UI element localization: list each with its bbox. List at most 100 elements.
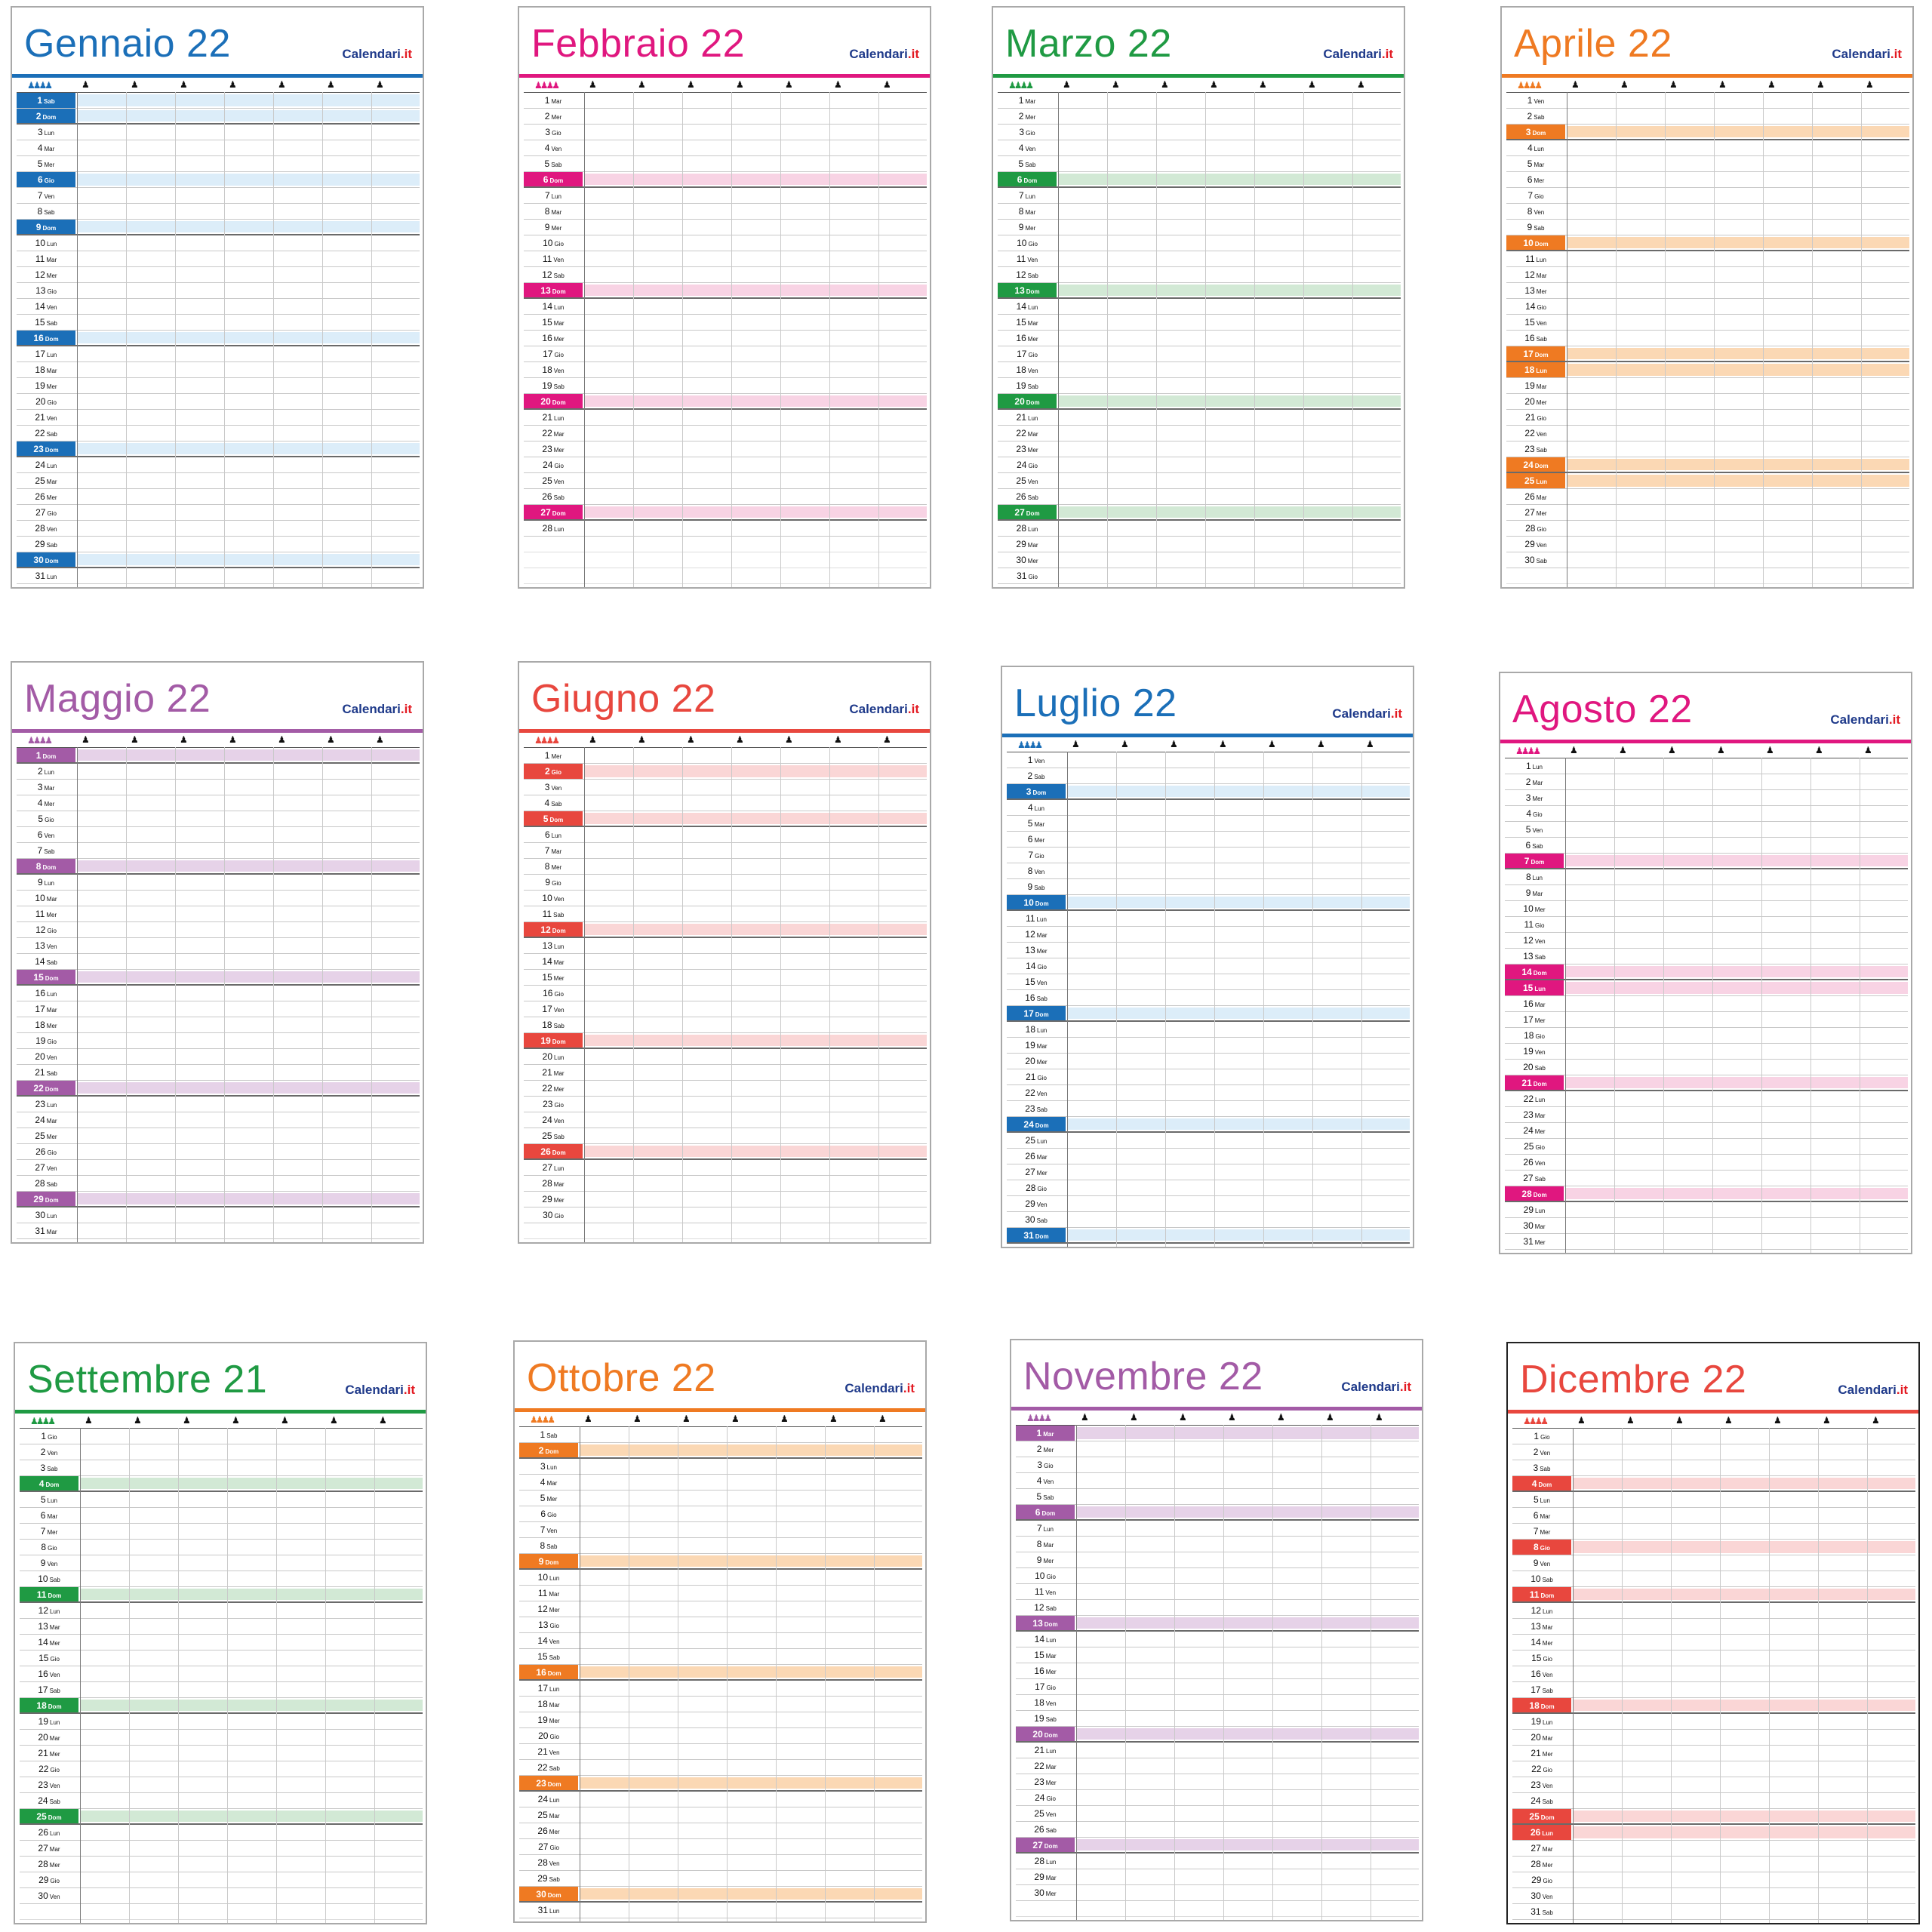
day-row[interactable]: 21 Ven [17, 410, 420, 426]
day-row[interactable]: 24 Sab [20, 1793, 423, 1809]
day-row[interactable]: 9 Ven [1512, 1555, 1915, 1571]
day-row[interactable]: 11 Mar [519, 1586, 922, 1601]
day-row[interactable]: 5 Mar [1007, 816, 1410, 832]
day-row[interactable]: 25 Lun [1007, 1133, 1410, 1149]
day-row[interactable]: 30 Gio [524, 1208, 927, 1223]
day-row[interactable]: 6 Mar [1512, 1508, 1915, 1524]
day-row[interactable]: 28 Sab [17, 1176, 420, 1192]
day-row[interactable]: 13 Lun [524, 938, 927, 954]
day-row[interactable]: 2 Mer [998, 109, 1401, 125]
day-row[interactable]: 11 Sab [524, 906, 927, 922]
day-row[interactable]: 5 Lun [1512, 1492, 1915, 1508]
day-row[interactable]: 28 Lun [524, 521, 927, 537]
day-row[interactable]: 10 Lun [519, 1570, 922, 1586]
day-row[interactable]: 28 Gio [1007, 1180, 1410, 1196]
day-row[interactable]: 21 Mer [20, 1746, 423, 1761]
day-row[interactable]: 28 Ven [17, 521, 420, 537]
day-row[interactable]: 26 Sab [524, 489, 927, 505]
day-row[interactable]: 22 Lun [1505, 1091, 1908, 1107]
day-row[interactable]: 4 Ven [524, 140, 927, 156]
day-row[interactable]: 10 Mar [17, 891, 420, 906]
day-row[interactable]: 23 Dom [17, 441, 420, 457]
day-row[interactable]: 20 Gio [17, 394, 420, 410]
day-row[interactable]: 20 Dom [524, 394, 927, 410]
day-row[interactable]: 15 Ven [1506, 315, 1909, 331]
day-row[interactable]: 24 Sab [1512, 1793, 1915, 1809]
day-row[interactable]: 22 Sab [17, 426, 420, 441]
day-row[interactable]: 6 Mar [20, 1508, 423, 1524]
day-row[interactable]: 17 Ven [524, 1001, 927, 1017]
day-row[interactable]: 21 Gio [1506, 410, 1909, 426]
day-row[interactable]: 26 Sab [1016, 1822, 1419, 1838]
day-row[interactable]: 27 Dom [1016, 1838, 1419, 1854]
day-row[interactable]: 31 Gio [998, 568, 1401, 584]
day-row[interactable]: 8 Ven [1506, 204, 1909, 220]
day-row[interactable]: 19 Gio [17, 1033, 420, 1049]
day-row[interactable]: 8 Lun [1505, 869, 1908, 885]
day-row[interactable]: 20 Ven [17, 1049, 420, 1065]
day-row[interactable]: 3 Lun [519, 1459, 922, 1475]
day-row[interactable]: 22 Dom [17, 1081, 420, 1097]
day-row[interactable]: 24 Mer [1505, 1123, 1908, 1139]
day-row[interactable]: 28 Dom [1505, 1186, 1908, 1202]
day-row[interactable]: 25 Mer [17, 1128, 420, 1144]
day-row[interactable]: 16 Mer [1016, 1663, 1419, 1679]
day-row[interactable]: 19 Mar [1007, 1038, 1410, 1054]
day-row[interactable]: 31 Lun [519, 1903, 922, 1918]
day-row[interactable]: 11 Dom [20, 1587, 423, 1603]
day-row[interactable]: 25 Mar [519, 1807, 922, 1823]
day-row[interactable]: 15 Lun [1505, 980, 1908, 996]
day-row[interactable]: 4 Mer [17, 795, 420, 811]
day-row[interactable]: 17 Gio [524, 346, 927, 362]
day-row[interactable]: 24 Mar [17, 1112, 420, 1128]
day-row[interactable]: 16 Mer [998, 331, 1401, 346]
day-row[interactable]: 24 Gio [1016, 1790, 1419, 1806]
day-row[interactable]: 30 Lun [17, 1208, 420, 1223]
day-row[interactable]: 4 Lun [1506, 140, 1909, 156]
day-row[interactable]: 11 Gio [1505, 917, 1908, 933]
day-row[interactable]: 4 Dom [20, 1476, 423, 1492]
day-row[interactable]: 27 Mar [20, 1841, 423, 1857]
day-row[interactable]: 20 Dom [998, 394, 1401, 410]
day-row[interactable]: 9 Ven [20, 1555, 423, 1571]
day-row[interactable]: 13 Dom [524, 283, 927, 299]
day-row[interactable]: 14 Ven [17, 299, 420, 315]
day-row[interactable]: 24 Gio [998, 457, 1401, 473]
day-row[interactable]: 9 Gio [524, 875, 927, 891]
day-row[interactable]: 11 Mar [17, 251, 420, 267]
day-row[interactable]: 21 Mar [524, 1065, 927, 1081]
day-row[interactable]: 23 Dom [519, 1776, 922, 1792]
day-row[interactable]: 21 Gio [1007, 1069, 1410, 1085]
day-row[interactable]: 3 Gio [998, 125, 1401, 140]
day-row[interactable]: 27 Gio [519, 1839, 922, 1855]
day-row[interactable]: 15 Sab [17, 315, 420, 331]
day-row[interactable]: 1 Dom [17, 748, 420, 764]
day-row[interactable]: 2 Mer [1016, 1441, 1419, 1457]
day-row[interactable]: 2 Sab [1007, 768, 1410, 784]
day-row[interactable]: 13 Gio [519, 1617, 922, 1633]
day-row[interactable]: 23 Ven [1512, 1777, 1915, 1793]
day-row[interactable]: 16 Lun [17, 986, 420, 1001]
day-row[interactable]: 11 Lun [1506, 251, 1909, 267]
day-row[interactable]: 10 Dom [1007, 895, 1410, 911]
day-row[interactable]: 27 Dom [524, 505, 927, 521]
day-row[interactable]: 28 Mar [524, 1176, 927, 1192]
day-row[interactable]: 25 Dom [20, 1809, 423, 1825]
day-row[interactable]: 15 Mar [1016, 1647, 1419, 1663]
day-row[interactable]: 23 Mer [1016, 1774, 1419, 1790]
day-row[interactable]: 5 Mar [1506, 156, 1909, 172]
day-row[interactable]: 6 Mer [1007, 832, 1410, 848]
day-row[interactable]: 4 Lun [1007, 800, 1410, 816]
day-row[interactable]: 15 Dom [17, 970, 420, 986]
day-row[interactable]: 6 Ven [17, 827, 420, 843]
day-row[interactable]: 20 Mer [1007, 1054, 1410, 1069]
day-row[interactable]: 10 Dom [1506, 235, 1909, 251]
day-row[interactable]: 17 Dom [1007, 1006, 1410, 1022]
day-row[interactable]: 7 Dom [1505, 854, 1908, 869]
day-row[interactable]: 1 Mar [998, 93, 1401, 109]
day-row[interactable]: 17 Sab [20, 1682, 423, 1698]
day-row[interactable]: 2 Mar [1505, 774, 1908, 790]
day-row[interactable]: 24 Lun [17, 457, 420, 473]
day-row[interactable]: 23 Sab [1506, 441, 1909, 457]
day-row[interactable]: 18 Lun [1007, 1022, 1410, 1038]
